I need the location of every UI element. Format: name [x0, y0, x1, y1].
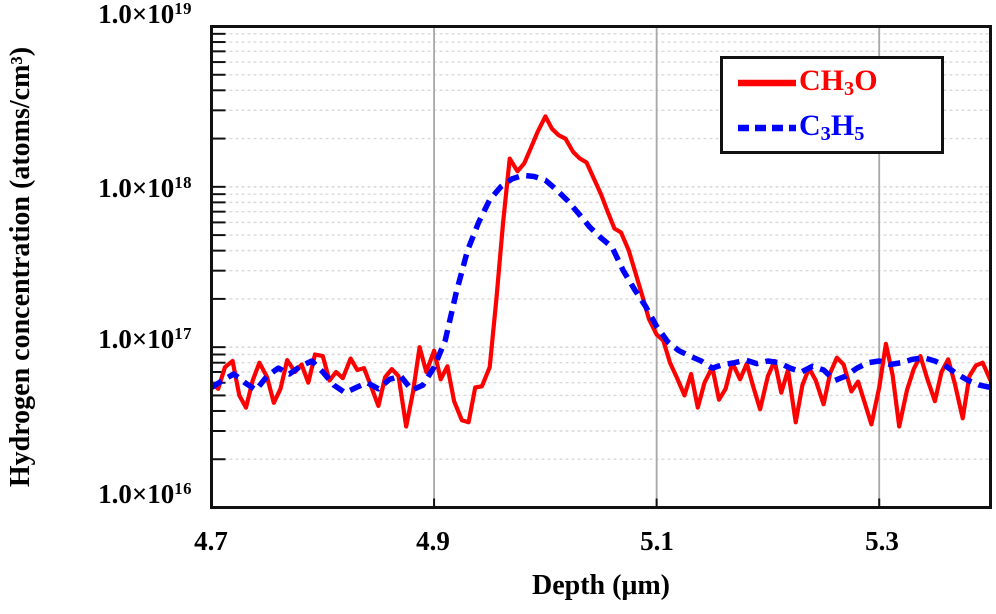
y-tick-label-1e17: 1.0×1017 — [42, 324, 192, 355]
y-tick-mantissa: 1.0×10 — [98, 324, 175, 355]
y-tick-mantissa: 1.0×10 — [98, 0, 175, 30]
y-tick-mantissa: 1.0×10 — [98, 173, 175, 204]
y-tick-label-1e18: 1.0×1018 — [42, 173, 192, 204]
x-tick-label-5-3: 5.3 — [865, 526, 899, 556]
y-axis-title: Hydrogen concentration (atoms/cm³) — [5, 46, 36, 488]
x-tick-label-4-7: 4.7 — [194, 526, 228, 556]
series-c3h5-line — [211, 172, 991, 396]
y-axis-ticks — [211, 32, 226, 461]
legend-entry-c3h5: C3H5 — [735, 105, 941, 150]
x-tick-label-4-9: 4.9 — [416, 526, 450, 556]
legend-line-sample-solid — [738, 79, 796, 86]
x-axis-title: Depth (μm) — [532, 570, 670, 601]
y-tick-label-1e19: 1.0×1019 — [42, 0, 192, 30]
y-tick-label-1e16: 1.0×1016 — [42, 479, 192, 510]
legend-line-sample-dashed — [738, 124, 796, 131]
legend-label-ch3o: CH3O — [799, 63, 878, 100]
y-tick-exponent: 18 — [174, 173, 192, 192]
y-tick-exponent: 17 — [174, 324, 192, 343]
y-tick-mantissa: 1.0×10 — [98, 479, 175, 510]
series-ch3o-line — [211, 114, 991, 429]
y-tick-exponent: 19 — [174, 0, 192, 18]
legend-entry-ch3o: CH3O — [735, 60, 941, 105]
y-tick-exponent: 16 — [174, 479, 192, 498]
legend-box: CH3O C3H5 — [720, 56, 944, 154]
plot-frame — [210, 25, 992, 509]
legend-label-c3h5: C3H5 — [799, 108, 865, 145]
x-tick-label-5-1: 5.1 — [640, 526, 674, 556]
